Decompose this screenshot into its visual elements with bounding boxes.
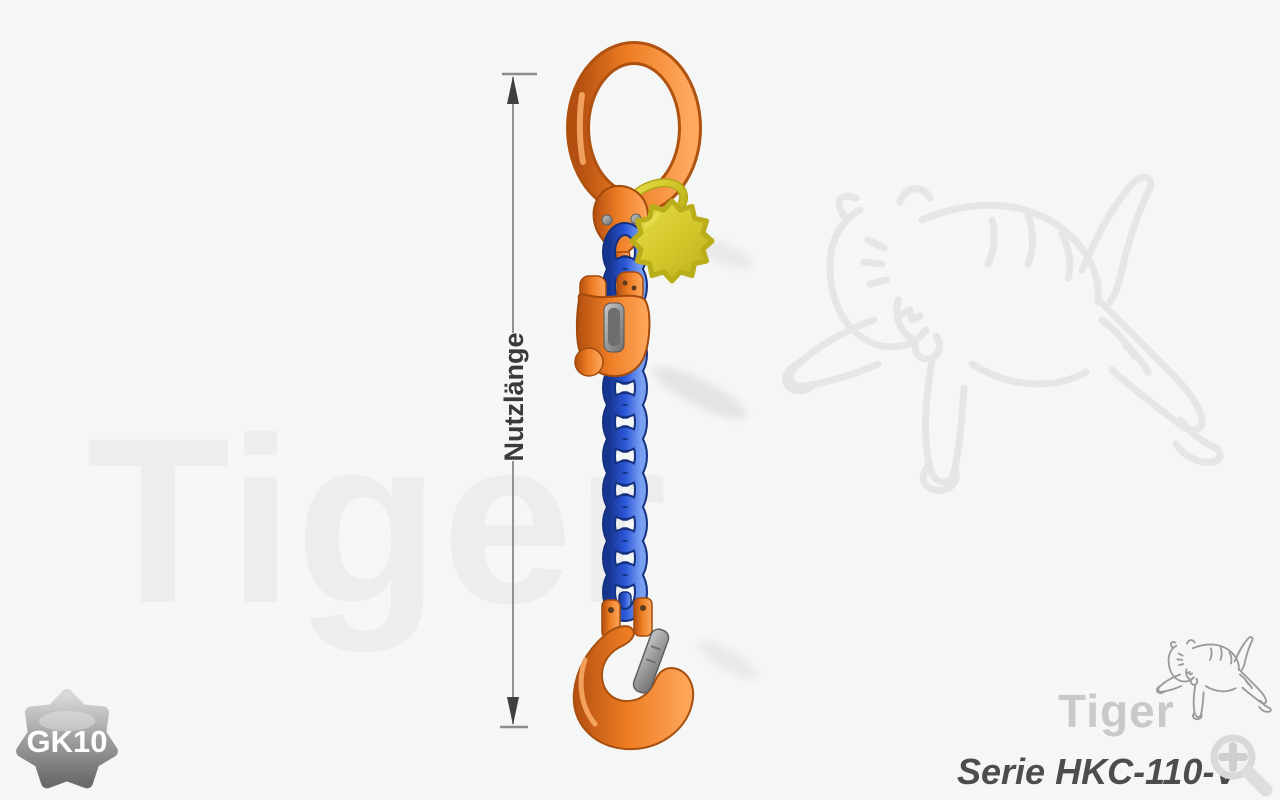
sling-hook — [572, 597, 695, 751]
grade-badge: GK10 — [16, 689, 118, 789]
connector-pin — [601, 214, 613, 226]
safety-latch — [632, 628, 670, 694]
dimension-label-mask — [496, 333, 530, 461]
arrow-up-icon — [507, 76, 519, 104]
zoom-plus-icon[interactable] — [1210, 734, 1273, 797]
id-tag — [629, 198, 715, 284]
watermark-brand-text: Tiger — [86, 389, 669, 653]
series-label: Serie HKC-110-V — [957, 751, 1241, 792]
shortening-clutch — [574, 271, 651, 378]
gear-badge-icon — [16, 689, 118, 789]
grade-badge-label: GK10 — [27, 724, 108, 759]
arrow-down-icon — [507, 697, 519, 725]
dimension-label: Nutzlänge — [499, 332, 529, 461]
brand-logo-text: Tiger — [1058, 685, 1175, 737]
dimension-annotation: Nutzlänge — [496, 72, 537, 729]
